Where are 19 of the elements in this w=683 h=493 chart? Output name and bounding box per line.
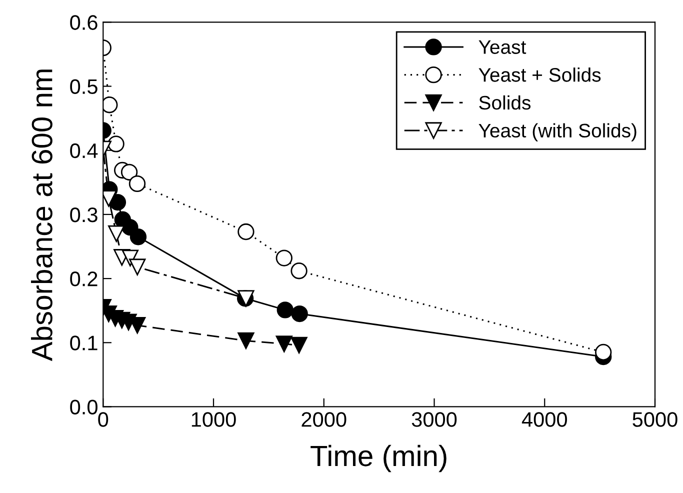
x-tick-label: 4000 (522, 412, 567, 427)
y-tick-label: 0.6 (70, 15, 98, 30)
y-tick-label: 0.2 (70, 272, 98, 286)
y-tick-label: 0.3 (70, 207, 98, 222)
x-tick-label: 1000 (192, 412, 236, 427)
x-axis-title: Time (min) (310, 444, 446, 472)
y-tick-label: 0.5 (70, 79, 98, 94)
legend-label: Yeast (with Solids) (478, 123, 636, 142)
y-tick-label: 0.0 (70, 400, 98, 414)
x-tick-label: 0 (98, 412, 108, 427)
y-tick-label: 0.1 (70, 336, 98, 350)
legend-label: Solids (479, 95, 531, 110)
y-axis-title: Absorbance at 600 nm (31, 70, 52, 362)
legend-label: Yeast + Solids (478, 68, 601, 82)
x-tick-label: 5000 (632, 412, 678, 427)
x-tick-label: 2000 (302, 412, 346, 427)
y-tick-label: 0.4 (70, 143, 98, 158)
x-tick-label: 3000 (412, 412, 457, 427)
legend-label: Yeast (478, 40, 526, 54)
